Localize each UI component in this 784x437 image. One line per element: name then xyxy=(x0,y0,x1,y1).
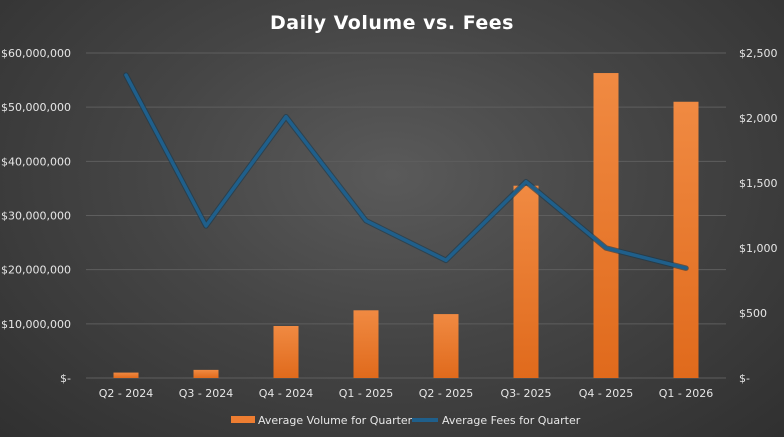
fees-point xyxy=(364,219,368,223)
bar xyxy=(433,314,459,378)
fees-point xyxy=(604,246,608,250)
right-tick-label: $2,500 xyxy=(739,47,778,60)
fees-point xyxy=(684,266,688,270)
fees-point xyxy=(524,180,528,184)
left-tick-label: $50,000,000 xyxy=(1,101,71,114)
x-axis: Q2 - 2024 Q3 - 2024 Q4 - 2024 Q1 - 2025 Q2 -… xyxy=(99,387,714,400)
x-tick-label: Q2 - 2024 xyxy=(99,387,154,400)
x-tick-label: Q4 - 2025 xyxy=(579,387,634,400)
left-tick-label: $40,000,000 xyxy=(1,155,71,168)
gridlines xyxy=(86,52,726,379)
bar xyxy=(513,185,539,378)
left-tick-label: $30,000,000 xyxy=(1,210,71,223)
bar xyxy=(193,369,219,378)
left-tick-label: $- xyxy=(60,372,71,385)
fees-point xyxy=(124,73,128,77)
bar xyxy=(113,372,139,378)
right-axis: $- $500 $1,000 $1,500 $2,000 $2,500 xyxy=(739,47,778,385)
bar xyxy=(273,326,299,378)
bar xyxy=(593,73,619,379)
legend-label-fees: Average Fees for Quarter xyxy=(442,414,581,427)
fees-point xyxy=(204,224,208,228)
left-tick-label: $20,000,000 xyxy=(1,264,71,277)
bar xyxy=(353,310,379,378)
x-tick-label: Q3 - 2024 xyxy=(179,387,234,400)
right-tick-label: $2,000 xyxy=(739,112,778,125)
x-tick-label: Q4 - 2024 xyxy=(259,387,314,400)
right-tick-label: $500 xyxy=(739,307,767,320)
x-tick-label: Q1 - 2026 xyxy=(659,387,714,400)
left-tick-label: $60,000,000 xyxy=(1,47,71,60)
right-tick-label: $1,500 xyxy=(739,177,778,190)
chart-title: Daily Volume vs. Fees xyxy=(270,12,514,34)
bar xyxy=(673,101,699,378)
right-tick-label: $1,000 xyxy=(739,242,778,255)
line-series xyxy=(123,72,689,271)
x-tick-label: Q2 - 2025 xyxy=(419,387,474,400)
legend: Average Volume for Quarter Average Fees … xyxy=(231,414,581,427)
left-axis: $- $10,000,000 $20,000,000 $30,000,000 $40,0… xyxy=(1,47,71,385)
fees-line xyxy=(124,73,688,270)
left-tick-label: $10,000,000 xyxy=(1,318,71,331)
legend-swatch-volume xyxy=(231,416,255,423)
fees-point xyxy=(284,115,288,119)
legend-label-volume: Average Volume for Quarter xyxy=(258,414,413,427)
right-tick-label: $- xyxy=(739,372,750,385)
x-tick-label: Q1 - 2025 xyxy=(339,387,394,400)
fees-point xyxy=(444,258,448,262)
legend-swatch-fees xyxy=(412,418,438,422)
x-tick-label: Q3- 2025 xyxy=(500,387,551,400)
bar-series xyxy=(113,73,699,379)
